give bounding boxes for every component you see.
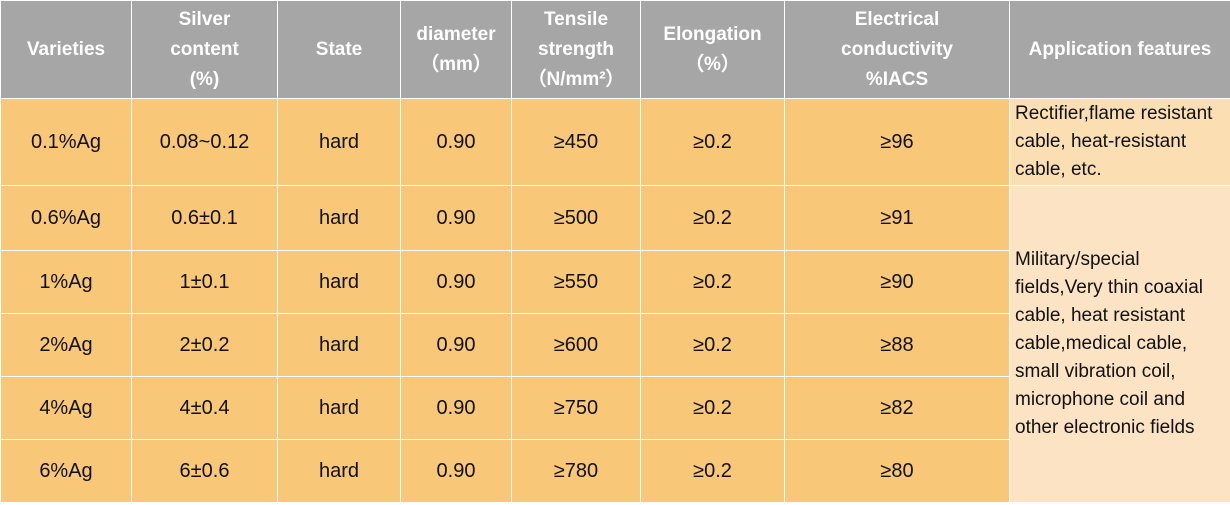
cell-silver-content: 6±0.6 xyxy=(131,439,278,503)
cell-variety: 1%Ag xyxy=(0,250,132,314)
cell-state: hard xyxy=(277,250,401,314)
header-elongation: Elongation （%） xyxy=(640,0,785,99)
cell-application-features: Military/special fields,Very thin coaxia… xyxy=(1009,185,1230,503)
cell-application-features: Rectifier,flame resistant cable, heat-re… xyxy=(1009,98,1230,186)
cell-tensile-strength: ≥500 xyxy=(511,185,641,251)
cell-tensile-strength: ≥780 xyxy=(511,439,641,503)
cell-conductivity: ≥96 xyxy=(784,98,1010,186)
cell-tensile-strength: ≥550 xyxy=(511,250,641,314)
cell-variety: 0.6%Ag xyxy=(0,185,132,251)
header-row: Varieties Silver content (%) State diame… xyxy=(0,0,1230,99)
cell-tensile-strength: ≥600 xyxy=(511,313,641,377)
cell-conductivity: ≥91 xyxy=(784,185,1010,251)
header-state: State xyxy=(277,0,401,99)
table-row: 0.1%Ag 0.08~0.12 hard 0.90 ≥450 ≥0.2 ≥96… xyxy=(0,98,1230,186)
cell-variety: 6%Ag xyxy=(0,439,132,503)
cell-conductivity: ≥82 xyxy=(784,376,1010,440)
table-row: 6%Ag 6±0.6 hard 0.90 ≥780 ≥0.2 ≥80 xyxy=(0,439,1230,503)
cell-elongation: ≥0.2 xyxy=(640,185,785,251)
table-row: 0.6%Ag 0.6±0.1 hard 0.90 ≥500 ≥0.2 ≥91 M… xyxy=(0,185,1230,503)
header-application-features: Application features xyxy=(1009,0,1230,99)
cell-variety: 4%Ag xyxy=(0,376,132,440)
cell-elongation: ≥0.2 xyxy=(640,376,785,440)
table-row: 4%Ag 4±0.4 hard 0.90 ≥750 ≥0.2 ≥82 xyxy=(0,376,1230,440)
cell-tensile-strength: ≥750 xyxy=(511,376,641,440)
header-silver-content: Silver content (%) xyxy=(131,0,278,99)
table-row: 2%Ag 2±0.2 hard 0.90 ≥600 ≥0.2 ≥88 xyxy=(0,313,1230,377)
cell-diameter: 0.90 xyxy=(400,98,512,186)
cell-state: hard xyxy=(277,376,401,440)
cell-state: hard xyxy=(277,439,401,503)
cell-conductivity: ≥90 xyxy=(784,250,1010,314)
cell-elongation: ≥0.2 xyxy=(640,98,785,186)
header-electrical-conductivity: Electrical conductivity %IACS xyxy=(784,0,1010,99)
cell-conductivity: ≥80 xyxy=(784,439,1010,503)
table-row: 1%Ag 1±0.1 hard 0.90 ≥550 ≥0.2 ≥90 xyxy=(0,250,1230,314)
cell-elongation: ≥0.2 xyxy=(640,439,785,503)
cell-silver-content: 0.6±0.1 xyxy=(131,185,278,251)
cell-state: hard xyxy=(277,313,401,377)
cell-variety: 0.1%Ag xyxy=(0,98,132,186)
cell-state: hard xyxy=(277,185,401,251)
cell-diameter: 0.90 xyxy=(400,439,512,503)
cell-diameter: 0.90 xyxy=(400,313,512,377)
cell-diameter: 0.90 xyxy=(400,250,512,314)
cell-silver-content: 2±0.2 xyxy=(131,313,278,377)
cell-variety: 2%Ag xyxy=(0,313,132,377)
cell-tensile-strength: ≥450 xyxy=(511,98,641,186)
cell-elongation: ≥0.2 xyxy=(640,250,785,314)
cell-state: hard xyxy=(277,98,401,186)
cell-diameter: 0.90 xyxy=(400,376,512,440)
cell-silver-content: 4±0.4 xyxy=(131,376,278,440)
cell-conductivity: ≥88 xyxy=(784,313,1010,377)
header-varieties: Varieties xyxy=(0,0,132,99)
cell-diameter: 0.90 xyxy=(400,185,512,251)
cell-silver-content: 0.08~0.12 xyxy=(131,98,278,186)
cell-elongation: ≥0.2 xyxy=(640,313,785,377)
header-tensile-strength: Tensile strength （N/mm²） xyxy=(511,0,641,99)
cell-silver-content: 1±0.1 xyxy=(131,250,278,314)
header-diameter: diameter （mm） xyxy=(400,0,512,99)
